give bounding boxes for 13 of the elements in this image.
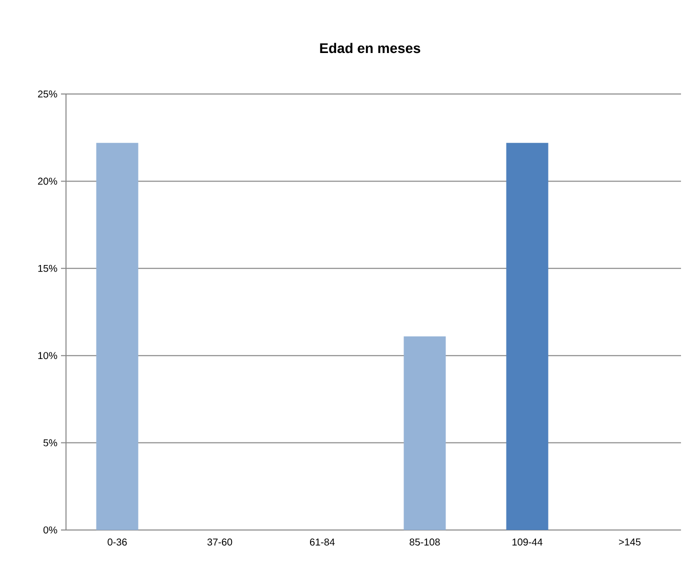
chart-title: Edad en meses <box>320 42 420 54</box>
y-tick-label: 15% <box>38 264 58 272</box>
y-tick-label: 5% <box>43 439 58 446</box>
y-tick-label: 10% <box>38 352 58 360</box>
y-tick-label: 0% <box>43 526 58 534</box>
x-tick-label: 61-84 <box>310 538 335 546</box>
x-tick-label: 85-108 <box>410 538 440 546</box>
y-tick-label: 20% <box>38 178 58 185</box>
x-tick-label: 0-36 <box>108 538 127 546</box>
x-tick-label: 109-44 <box>512 538 542 546</box>
x-tick-label: >145 <box>619 538 641 546</box>
y-tick-label: 25% <box>38 90 58 98</box>
x-tick-label: 37-60 <box>207 538 232 546</box>
